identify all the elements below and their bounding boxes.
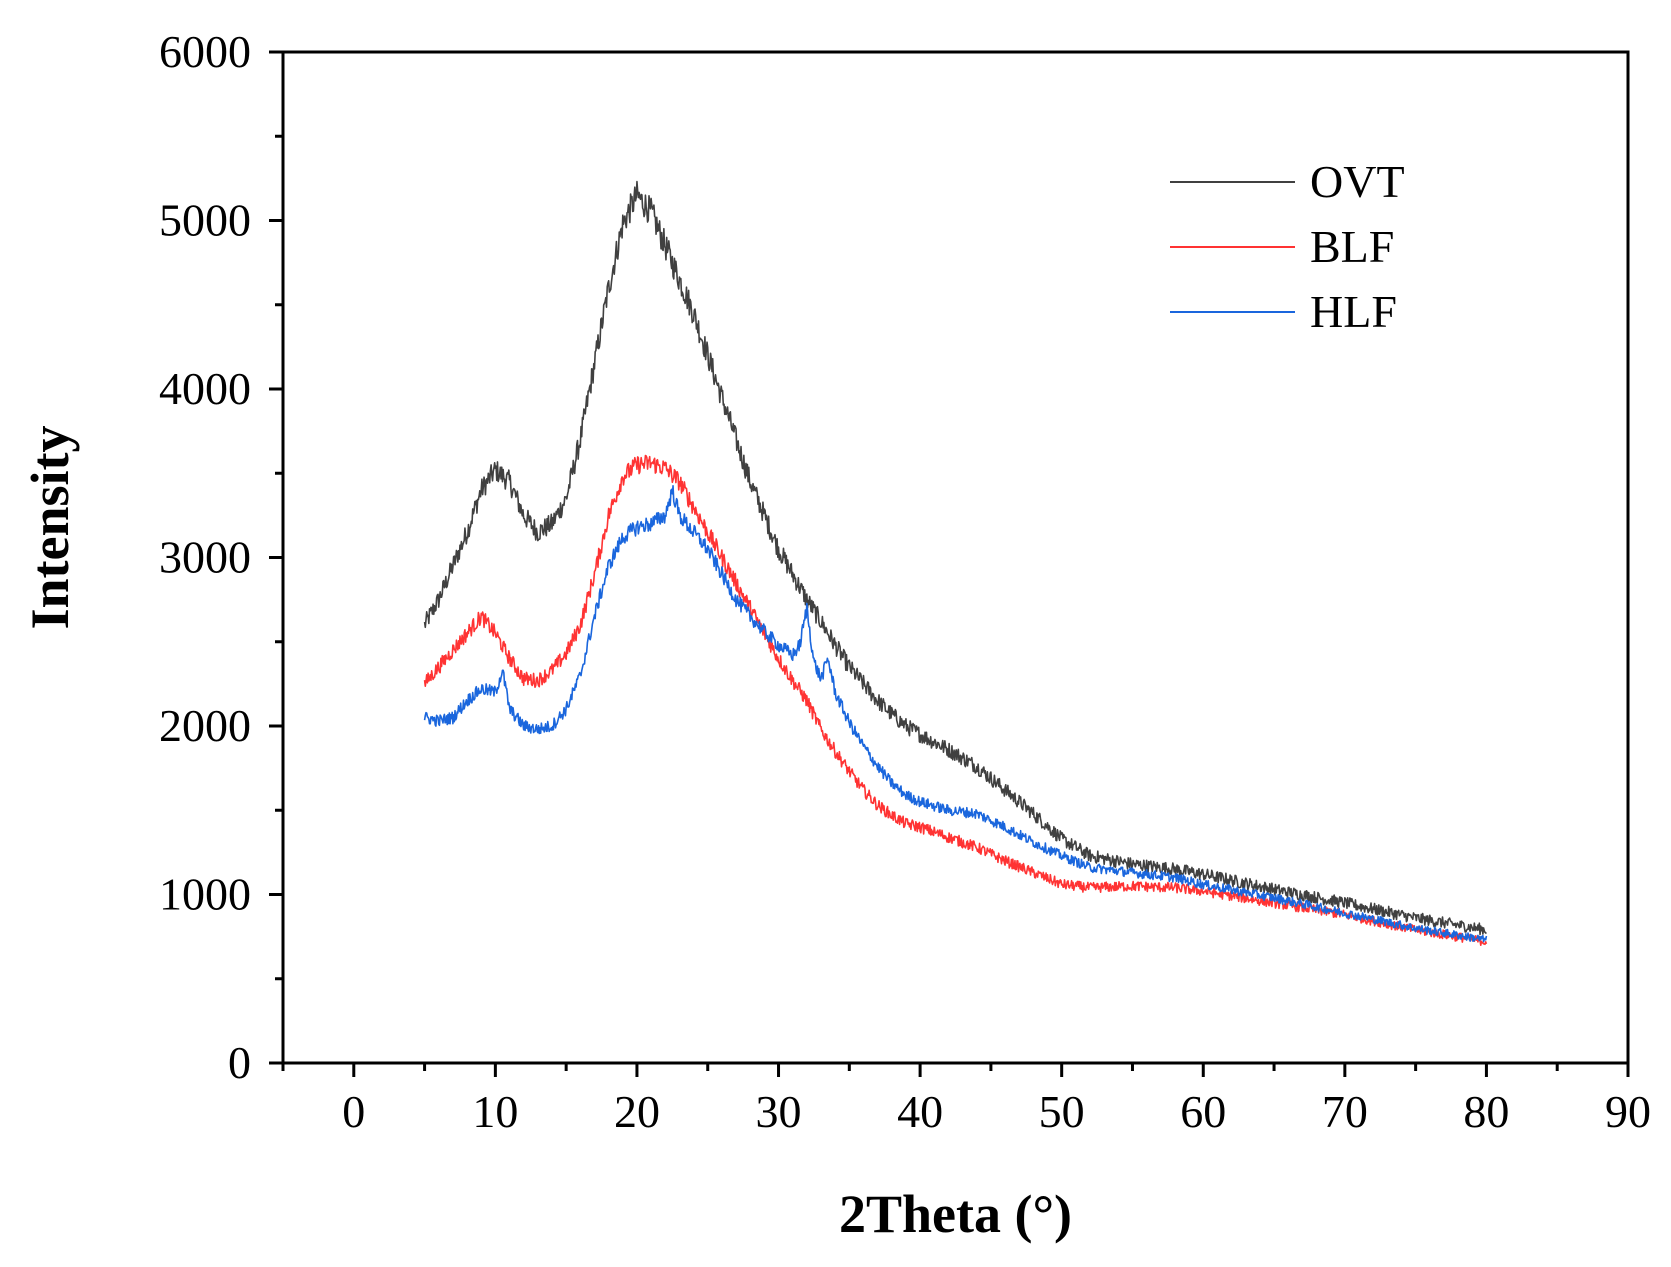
legend: OVT BLF HLF [1170, 156, 1405, 337]
series-layer [423, 180, 1488, 946]
legend-label-blf: BLF [1310, 221, 1394, 272]
axes-layer: 0 10 20 30 40 50 60 70 80 90 0 1000 2000 3000 4000 5000… [159, 26, 1651, 1137]
y-tick-label: 4000 [159, 363, 251, 414]
x-axis-title: 2Theta (°) [839, 1184, 1072, 1244]
y-tick-label: 3000 [159, 532, 251, 583]
y-tick-label: 0 [228, 1037, 251, 1088]
y-axis-title: Intensity [20, 425, 80, 629]
x-tick-label: 10 [472, 1086, 518, 1137]
x-tick-label: 20 [614, 1086, 660, 1137]
series-line-ovt [423, 180, 1487, 936]
y-tick-label: 5000 [159, 195, 251, 246]
x-tick-label: 60 [1180, 1086, 1226, 1137]
x-tick-label: 40 [897, 1086, 943, 1137]
legend-label-ovt: OVT [1310, 156, 1405, 207]
y-tick-label: 2000 [159, 700, 251, 751]
series-line-hlf [423, 485, 1488, 943]
x-tick-label: 70 [1322, 1086, 1368, 1137]
x-tick-label: 90 [1605, 1086, 1651, 1137]
x-tick-label: 80 [1463, 1086, 1509, 1137]
x-tick-label: 0 [342, 1086, 365, 1137]
y-tick-label: 6000 [159, 26, 251, 77]
x-tick-label: 30 [756, 1086, 802, 1137]
x-tick-label: 50 [1039, 1086, 1085, 1137]
legend-label-hlf: HLF [1310, 286, 1397, 337]
y-tick-label: 1000 [159, 869, 251, 920]
